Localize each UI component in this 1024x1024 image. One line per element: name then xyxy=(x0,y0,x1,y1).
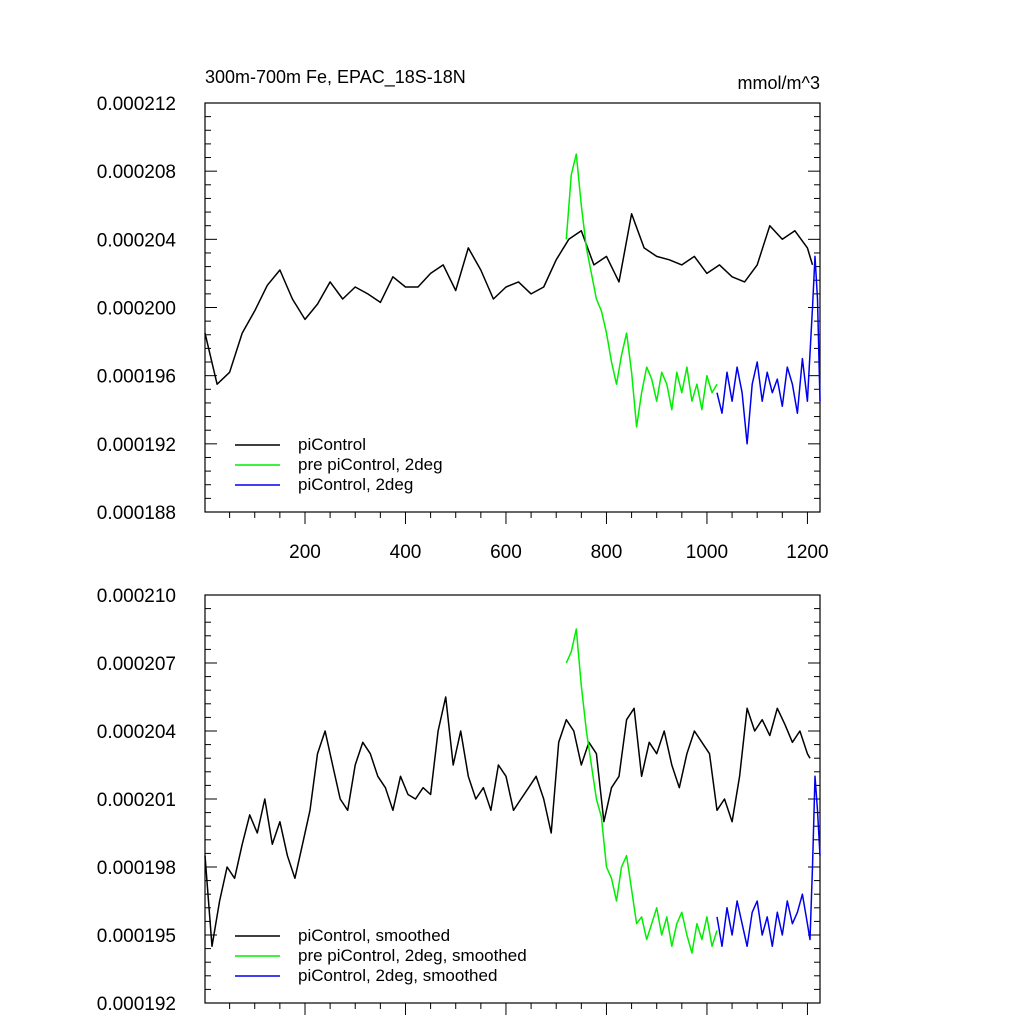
x-tick-label: 1000 xyxy=(686,542,728,563)
y-tick-label: 0.000208 xyxy=(97,162,176,183)
chart-title: 300m-700m Fe, EPAC_18S-18N xyxy=(205,67,466,88)
y-tick-label: 0.000188 xyxy=(97,503,176,524)
y-tick-label: 0.000192 xyxy=(97,435,176,456)
y-tick-label: 0.000198 xyxy=(97,858,176,879)
y-tick-label: 0.000196 xyxy=(97,367,176,388)
top-panel: 300m-700m Fe, EPAC_18S-18N mmol/m^3 0.0001… xyxy=(97,67,829,563)
y-tick-label: 0.000200 xyxy=(97,299,176,320)
y-tick-label: 0.000207 xyxy=(97,654,176,675)
x-tick-label: 1200 xyxy=(786,542,828,563)
y-tick-label: 0.000212 xyxy=(97,94,176,115)
series-line-1 xyxy=(204,213,814,385)
x-tick-label: 800 xyxy=(591,542,623,563)
series-line-2 xyxy=(565,153,718,428)
series-line-3 xyxy=(716,775,821,948)
legend-label: pre piControl, 2deg xyxy=(298,455,443,474)
bottom-panel: 0.000192 0.000195 0.000198 0.000201 0.000204… xyxy=(97,586,821,1015)
y-tick-label: 0.000195 xyxy=(97,926,176,947)
series-line-2 xyxy=(565,628,718,954)
y-tick-label: 0.000204 xyxy=(97,722,177,743)
legend-label: piControl, 2deg, smoothed xyxy=(298,966,497,985)
y-tick-label: 0.000204 xyxy=(97,230,177,251)
y-tick-label: 0.000192 xyxy=(97,994,176,1015)
series-line-3 xyxy=(716,255,821,445)
y-tick-label: 0.000210 xyxy=(97,586,176,607)
y-tick-label: 0.000201 xyxy=(97,790,176,811)
legend-label: piControl xyxy=(298,435,366,454)
x-tick-label: 200 xyxy=(289,542,321,563)
series-line-1 xyxy=(204,696,811,948)
legend-label: pre piControl, 2deg, smoothed xyxy=(298,946,527,965)
legend-label: piControl, 2deg xyxy=(298,475,413,494)
units-label: mmol/m^3 xyxy=(738,73,820,93)
x-tick-label: 600 xyxy=(490,542,522,563)
legend-label: piControl, smoothed xyxy=(298,926,450,945)
x-tick-label: 400 xyxy=(390,542,422,563)
